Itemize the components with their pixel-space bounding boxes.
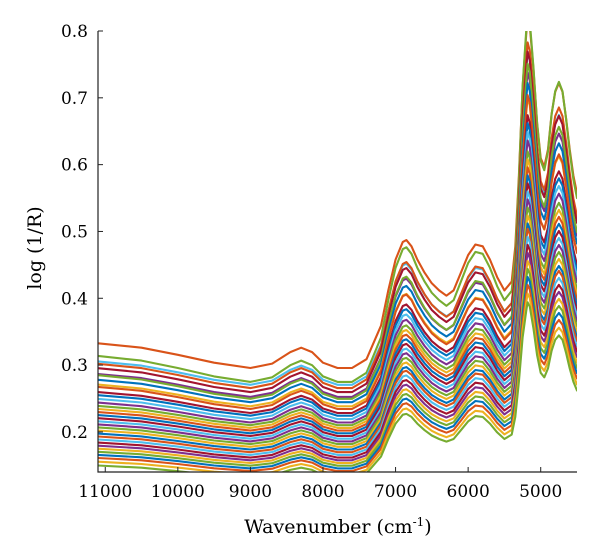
spectrum-line-34 — [98, 301, 577, 472]
spectrum-line-8 — [98, 82, 577, 404]
spectrum-line-30 — [98, 267, 577, 467]
spectrum-line-3 — [98, 51, 577, 386]
spectrum-line-10 — [98, 94, 577, 411]
spectrum-line-16 — [98, 158, 577, 429]
x-tick-label: 7000 — [374, 482, 417, 502]
spectrum-line-21 — [98, 198, 577, 443]
spectrum-line-12 — [98, 122, 577, 417]
spectrum-line-2 — [98, 31, 577, 383]
x-axis-title: Wavenumber (cm-1) — [244, 515, 431, 538]
y-axis-ticks: 0.2 0.3 0.4 0.5 0.6 0.7 0.8 — [61, 22, 103, 443]
y-axis-title: log (1/R) — [24, 206, 46, 289]
spectrum-line-31 — [98, 275, 577, 470]
spectrum-line-20 — [98, 190, 577, 440]
y-tick-label: 0.2 — [61, 423, 88, 443]
spectrum-line-32 — [98, 283, 577, 472]
spectrum-line-22 — [98, 206, 577, 446]
spectrum-line-24 — [98, 222, 577, 451]
spectrum-line-23 — [98, 214, 577, 448]
y-tick-label: 0.8 — [61, 22, 88, 42]
spectrum-line-27 — [98, 243, 577, 459]
spectrum-line-19 — [98, 182, 577, 438]
x-tick-label: 6000 — [447, 482, 490, 502]
spectrum-line-33 — [98, 292, 577, 472]
y-tick-label: 0.4 — [61, 289, 88, 309]
spectrum-line-6 — [98, 71, 577, 398]
spectrum-line-5 — [98, 50, 577, 394]
spectrum-line-13 — [98, 130, 577, 421]
spectrum-line-17 — [98, 166, 577, 432]
x-tick-label: 10000 — [151, 482, 205, 502]
x-axis-ticks: 11000 10000 9000 8000 7000 6000 5000 — [78, 467, 562, 502]
spectrum-line-25 — [98, 227, 577, 454]
y-tick-label: 0.5 — [61, 222, 88, 242]
spectrum-line-26 — [98, 235, 577, 456]
spectrum-line-18 — [98, 174, 577, 435]
y-tick-label: 0.3 — [61, 356, 88, 376]
x-tick-label: 5000 — [519, 482, 562, 502]
y-tick-label: 0.6 — [61, 156, 88, 176]
spectrum-line-4 — [98, 41, 577, 390]
axis-box — [97, 31, 577, 473]
spectrum-line-14 — [98, 139, 577, 424]
spectrum-line-29 — [98, 259, 577, 465]
spectrum-line-7 — [98, 62, 577, 400]
x-tick-label: 9000 — [229, 482, 272, 502]
spectrum-line-15 — [98, 150, 577, 427]
y-tick-label: 0.7 — [61, 89, 88, 109]
plot-area — [98, 31, 577, 472]
spectrum-line-11 — [98, 114, 577, 415]
axes — [97, 31, 577, 473]
spectrum-line-28 — [98, 251, 577, 462]
x-tick-label: 8000 — [301, 482, 344, 502]
x-tick-label: 11000 — [78, 482, 132, 502]
